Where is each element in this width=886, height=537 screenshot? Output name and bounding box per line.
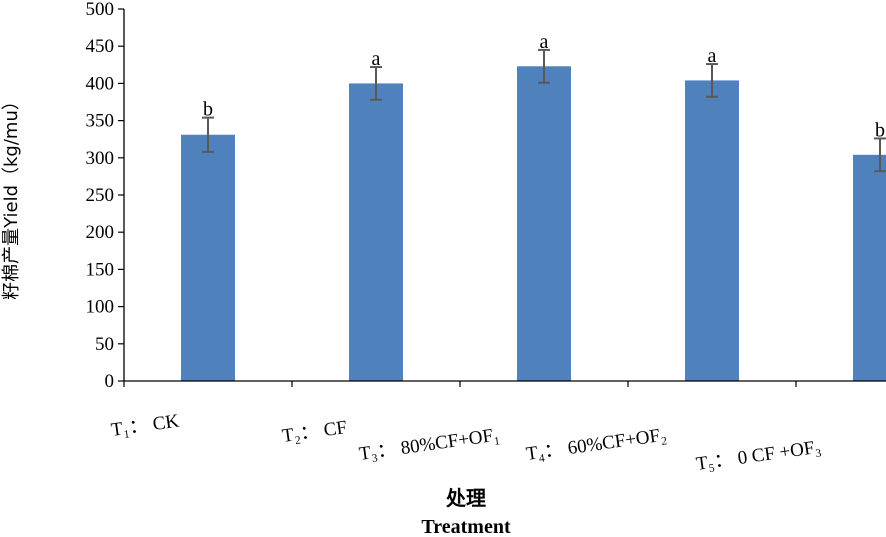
y-tick-label: 0 xyxy=(105,371,115,392)
error-bar xyxy=(874,137,886,173)
significance-label: a xyxy=(372,48,381,70)
x-tick-label: T₅： 0 CF +OF₃ xyxy=(695,437,823,475)
error-bar xyxy=(538,48,550,84)
y-tick-label: 100 xyxy=(86,297,115,318)
x-axis-label-english: Treatment xyxy=(421,516,511,537)
y-tick-label: 500 xyxy=(86,0,115,20)
x-axis: T₁： CK T₂： CF T₃： 80%CF+OF₁ T₄： 60%CF+OF₂ T₅… xyxy=(110,380,886,475)
y-tick-label: 400 xyxy=(86,73,115,94)
error-bar xyxy=(370,66,382,101)
error-bars xyxy=(202,48,886,173)
x-axis-label: 处理 xyxy=(445,486,486,510)
significance-label: a xyxy=(708,45,717,67)
y-tick-label: 450 xyxy=(86,36,115,57)
bar xyxy=(181,134,235,381)
x-tick-label: T₄： 60%CF+OF₂ xyxy=(525,424,668,465)
error-bar xyxy=(706,63,718,98)
significance-label: b xyxy=(203,99,213,121)
y-tick-label: 250 xyxy=(86,185,115,206)
x-tick-label: T₁： CK xyxy=(110,411,181,441)
significance-label: b xyxy=(875,119,885,141)
bars xyxy=(181,66,886,382)
y-tick-label: 50 xyxy=(95,334,114,355)
significance-label: a xyxy=(540,31,549,53)
bar xyxy=(853,154,886,381)
y-tick-label: 150 xyxy=(86,259,115,280)
y-tick-label: 300 xyxy=(86,148,115,169)
error-bar xyxy=(202,116,214,153)
y-axis-label: 籽棉产量Yield（kg/mu） xyxy=(1,92,22,300)
y-tick-label: 200 xyxy=(86,222,115,243)
bar xyxy=(349,83,403,382)
significance-labels: b a a a b xyxy=(203,31,885,142)
y-axis: 0 50 100 150 200 250 300 350 400 450 500 xyxy=(86,0,125,392)
y-tick-label: 350 xyxy=(86,111,115,132)
x-tick-label: T₂： CF xyxy=(281,417,349,447)
bar xyxy=(517,66,571,382)
x-tick-label: T₃： 80%CF+OF₁ xyxy=(358,424,501,465)
bar xyxy=(685,80,739,381)
